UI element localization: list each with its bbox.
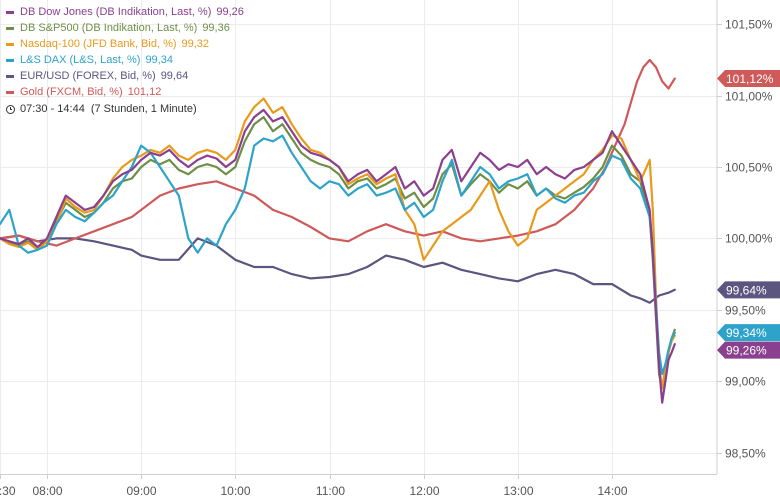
legend-label: Nasdaq-100 (JFD Bank, Bid, %)	[20, 38, 177, 50]
x-tick-label: 07:30	[0, 484, 16, 498]
legend-value: 99,32	[181, 38, 210, 50]
legend-value: 99,36	[202, 22, 230, 34]
value-badge: 99,34%	[717, 324, 780, 342]
legend-swatch	[6, 26, 14, 30]
legend-swatch	[6, 58, 14, 62]
x-tick-label: 09:00	[126, 484, 156, 498]
x-tick-label: 10:00	[220, 484, 250, 498]
value-badge-shape	[717, 70, 780, 88]
clock-icon	[6, 104, 15, 114]
legend-item[interactable]: EUR/USD (FOREX, Bid, %) 99,64	[6, 68, 244, 84]
last-value-badges: 99,26% 99,34% 99,64% 101,12%	[717, 70, 780, 359]
y-tick-label: 100,00%	[725, 232, 773, 246]
legend-label: L&S DAX (L&S, Last, %)	[20, 54, 141, 66]
series-lines	[0, 58, 676, 404]
legend-label: EUR/USD (FOREX, Bid, %)	[20, 70, 156, 82]
value-badge-label: 99,64%	[726, 283, 767, 297]
legend-item[interactable]: DB Dow Jones (DB Indikation, Last, %) 99,…	[6, 4, 244, 20]
legend-swatch	[6, 10, 14, 14]
legend-label: Gold (FXCM, Bid, %)	[20, 86, 123, 98]
time-range-label: 07:30 - 14:44	[20, 103, 85, 115]
value-badge: 101,12%	[717, 70, 780, 88]
x-tick-label: 11:00	[316, 484, 345, 498]
value-badge-shape	[717, 341, 780, 359]
value-badge-shape	[717, 281, 780, 299]
legend-swatch	[6, 42, 14, 46]
y-tick-label: 101,00%	[725, 90, 773, 104]
legend: DB Dow Jones (DB Indikation, Last, %) 99,…	[6, 4, 244, 117]
x-tick-label: 13:00	[503, 484, 533, 498]
series-line	[0, 115, 676, 390]
legend-value: 99,26	[216, 6, 244, 18]
series-line	[0, 134, 676, 376]
legend-item[interactable]: Nasdaq-100 (JFD Bank, Bid, %) 99,32	[6, 36, 244, 52]
value-badge-label: 101,12%	[726, 72, 774, 86]
y-tick-label: 99,00%	[725, 375, 766, 389]
value-badge: 99,64%	[717, 281, 780, 299]
legend-value: 99,34	[145, 54, 173, 66]
value-badge-label: 99,34%	[726, 326, 767, 340]
legend-item[interactable]: Gold (FXCM, Bid, %) 101,12	[6, 84, 244, 100]
time-range-note: (7 Stunden, 1 Minute)	[90, 103, 197, 115]
time-range: 07:30 - 14:44 (7 Stunden, 1 Minute)	[6, 101, 244, 117]
legend-item[interactable]: L&S DAX (L&S, Last, %) 99,34	[6, 52, 244, 68]
legend-value: 101,12	[127, 86, 162, 98]
x-tick-label: 12:00	[409, 484, 439, 498]
value-badge-label: 99,26%	[726, 344, 767, 358]
legend-label: DB S&P500 (DB Indikation, Last, %)	[20, 22, 198, 34]
y-tick-label: 98,50%	[725, 447, 766, 461]
series-line	[0, 58, 676, 247]
y-tick-label: 99,50%	[725, 304, 766, 318]
legend-item[interactable]: DB S&P500 (DB Indikation, Last, %) 99,36	[6, 20, 244, 36]
series-line	[0, 108, 676, 404]
grid-lines	[0, 0, 717, 474]
y-tick-label: 100,50%	[725, 161, 773, 175]
y-tick-label: 101,50%	[725, 18, 773, 32]
x-tick-label: 14:00	[597, 484, 627, 498]
value-badge: 99,26%	[717, 341, 780, 359]
legend-swatch	[6, 90, 14, 94]
legend-value: 99,64	[160, 70, 189, 82]
series-line	[0, 234, 676, 304]
x-tick-label: 08:00	[32, 484, 62, 498]
legend-label: DB Dow Jones (DB Indikation, Last, %)	[20, 6, 212, 18]
legend-swatch	[6, 74, 14, 78]
value-badge-shape	[717, 324, 780, 342]
